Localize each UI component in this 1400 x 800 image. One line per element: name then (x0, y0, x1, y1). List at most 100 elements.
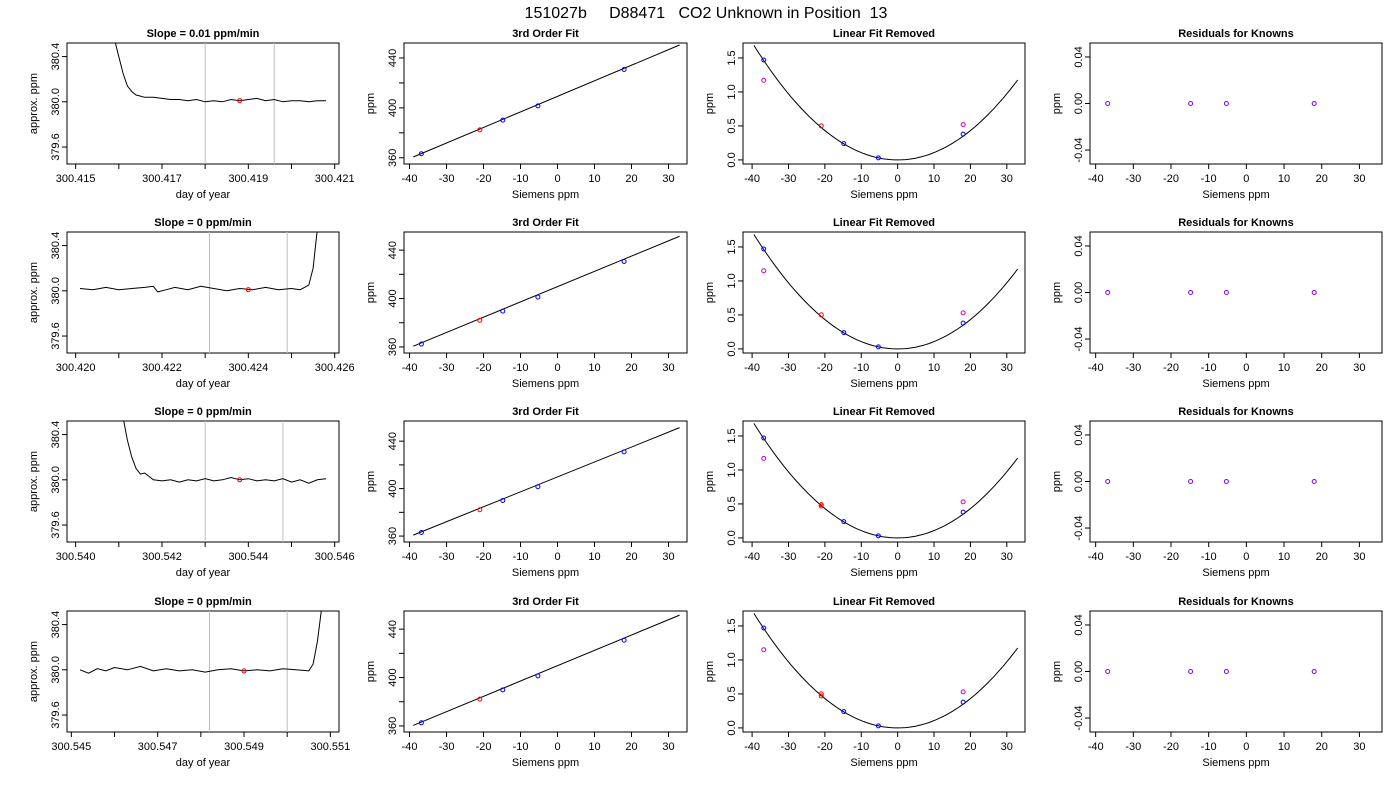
fit-curve (753, 613, 1019, 729)
y-axis-label: approx. ppm (28, 641, 40, 702)
fit-line (413, 235, 680, 347)
panel-r3-lin: Linear Fit Removed -40 -30 -20 -10 0 10 20 30 0.0… (704, 406, 1026, 579)
data-point (960, 689, 966, 695)
y-tick-label: 360 (387, 149, 399, 167)
x-axis-label: Siemens ppm (1202, 567, 1269, 579)
x-tick-label: -20 (476, 741, 492, 753)
x-axis-label: Siemens ppm (512, 757, 579, 769)
x-tick-label: 10 (1278, 551, 1290, 563)
x-tick-label: 20 (625, 741, 637, 753)
x-tick-label: 20 (964, 362, 976, 374)
data-point (875, 155, 881, 161)
data-point (1311, 101, 1317, 106)
panel-r2-trace: Slope = 0 ppm/min 300.420 300.422 300.424 30… (28, 217, 355, 390)
data-point (960, 509, 966, 515)
panel-r2-res: Residuals for Knowns -40 -30 -20 -10 0 10 20 30 -… (1051, 217, 1383, 390)
x-axis-label: Siemens ppm (850, 189, 917, 201)
fit-line (413, 427, 680, 536)
x-tick-label: 10 (588, 551, 600, 563)
y-tick-label: 1.5 (726, 239, 738, 254)
panel-r4-fit: 3rd Order Fit -40 -30 -20 -10 0 10 20 30 360 400 44… (365, 596, 688, 769)
data-point (1105, 479, 1111, 484)
x-tick-label: -10 (513, 362, 529, 374)
panel-r4-res: Residuals for Knowns -40 -30 -20 -10 0 10 20 30 -… (1051, 596, 1383, 769)
plot-frame (742, 231, 1026, 354)
y-axis-label: approx. ppm (28, 451, 40, 512)
data-point (761, 435, 767, 441)
y-tick-label: 379.6 (50, 511, 62, 539)
x-tick-label: 0 (554, 362, 560, 374)
data-point (761, 57, 767, 63)
data-point (1223, 479, 1229, 484)
y-tick-label: 1.0 (726, 462, 738, 477)
data-point (1188, 290, 1194, 295)
x-tick-label: 30 (1001, 551, 1013, 563)
data-point (875, 533, 881, 539)
data-point (818, 123, 824, 129)
y-tick-label: 380.0 (50, 277, 62, 305)
x-tick-label: -20 (476, 362, 492, 374)
x-tick-label: 300.549 (224, 741, 264, 753)
plot-area (753, 613, 1019, 729)
plot-area (1105, 290, 1317, 295)
y-tick-label: 0.5 (726, 307, 738, 322)
data-point (960, 499, 966, 505)
y-tick-label: 0.04 (1073, 424, 1085, 445)
panel-title: Residuals for Knowns (1178, 596, 1294, 608)
panel-title: 3rd Order Fit (512, 217, 579, 229)
y-tick-label: 0.04 (1073, 235, 1085, 256)
x-tick-label: -10 (1201, 551, 1217, 563)
panel-title: Slope = 0 ppm/min (154, 406, 252, 418)
y-tick-label: 380.4 (50, 421, 62, 449)
data-point (621, 637, 627, 643)
x-tick-label: 300.545 (51, 741, 91, 753)
panel-r4-trace: Slope = 0 ppm/min 300.545 300.547 300.549 30… (28, 596, 350, 769)
data-point (418, 530, 424, 536)
x-axis-label: Siemens ppm (512, 378, 579, 390)
y-tick-label: 1.0 (726, 273, 738, 288)
trace-line (123, 421, 327, 484)
x-tick-label: -30 (781, 173, 797, 185)
y-tick-label: 400 (387, 479, 399, 497)
x-tick-label: 20 (964, 741, 976, 753)
x-tick-label: 0 (1243, 173, 1249, 185)
plot-area (413, 614, 680, 726)
panel-title: Slope = 0 ppm/min (154, 217, 252, 229)
y-axis-label: ppm (1051, 471, 1063, 492)
data-point (535, 103, 541, 109)
x-tick-label: -10 (1201, 173, 1217, 185)
x-tick-label: -30 (1125, 741, 1141, 753)
plot-frame (1089, 231, 1383, 354)
y-tick-label: 360 (387, 717, 399, 735)
y-tick-label: 440 (387, 432, 399, 450)
x-tick-label: 10 (588, 741, 600, 753)
data-point (761, 455, 767, 461)
data-point (1105, 669, 1111, 674)
x-tick-label: 20 (1316, 362, 1328, 374)
x-tick-label: -30 (781, 551, 797, 563)
x-tick-label: -30 (781, 362, 797, 374)
x-tick-label: 30 (662, 551, 674, 563)
data-point (875, 723, 881, 729)
x-tick-label: -30 (439, 362, 455, 374)
data-point (960, 131, 966, 137)
x-tick-label: -40 (744, 362, 760, 374)
data-point (761, 647, 767, 653)
x-tick-label: 10 (1278, 741, 1290, 753)
y-tick-label: 400 (387, 668, 399, 686)
y-axis-label: ppm (365, 471, 377, 492)
x-tick-label: 20 (1316, 173, 1328, 185)
trace-line (79, 611, 322, 674)
panels: Slope = 0.01 ppm/min 300.415 300.417 300.41… (28, 28, 1383, 769)
data-point (1311, 479, 1317, 484)
panel-r1-trace: Slope = 0.01 ppm/min 300.415 300.417 300.41… (28, 28, 355, 201)
panel-title: Linear Fit Removed (833, 28, 935, 40)
plot-area (413, 427, 680, 536)
y-tick-label: 0.0 (726, 341, 738, 356)
x-tick-label: -10 (853, 362, 869, 374)
x-tick-label: 10 (1278, 173, 1290, 185)
y-tick-label: 380.0 (50, 466, 62, 494)
x-tick-label: 300.546 (315, 551, 355, 563)
x-axis-label: Siemens ppm (850, 757, 917, 769)
y-tick-label: 360 (387, 527, 399, 545)
